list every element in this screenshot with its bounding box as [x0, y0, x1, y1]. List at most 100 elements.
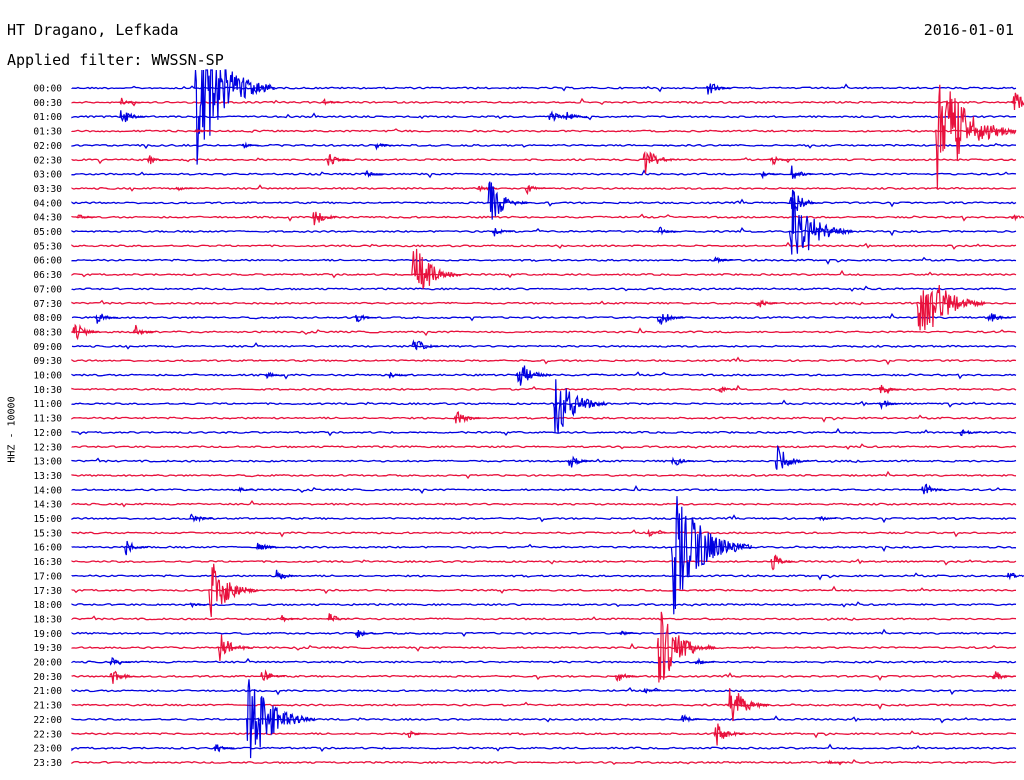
- seismic-event: [642, 688, 660, 694]
- seismic-event: [118, 97, 141, 106]
- seismic-event: [770, 554, 795, 571]
- time-tick-label: 19:30: [33, 643, 62, 654]
- time-tick-label: 18:00: [33, 600, 62, 611]
- seismic-event: [189, 602, 207, 609]
- time-tick-label: 01:30: [33, 127, 62, 138]
- trace-line: [71, 241, 1017, 250]
- seismic-event: [255, 542, 279, 551]
- seismic-event: [774, 444, 810, 470]
- time-tick-label: 07:00: [33, 284, 62, 295]
- date-label: 2016-01-01: [923, 21, 1014, 39]
- seismic-event: [515, 365, 551, 386]
- trace-line: [71, 499, 1017, 508]
- seismic-event: [619, 630, 637, 636]
- seismic-event: [614, 673, 638, 683]
- trace-line: [71, 157, 1017, 165]
- time-tick-label: 02:00: [33, 141, 62, 152]
- time-tick-label: 10:00: [33, 371, 62, 382]
- time-tick-label: 08:00: [33, 313, 62, 324]
- time-tick-label: 12:00: [33, 428, 62, 439]
- seismic-event: [326, 153, 350, 166]
- time-tick-label: 16:00: [33, 543, 62, 554]
- time-tick-label: 10:30: [33, 385, 62, 396]
- seismic-event: [642, 150, 675, 174]
- time-tick-label: 11:00: [33, 399, 62, 410]
- trace-line: [71, 601, 1017, 608]
- seismic-event: [208, 563, 259, 617]
- trace-line: [71, 427, 1017, 437]
- time-tick-label: 19:00: [33, 629, 62, 640]
- seismic-event: [755, 299, 778, 308]
- seismic-event: [217, 634, 253, 662]
- trace-line: [71, 256, 1017, 265]
- time-tick-label: 16:30: [33, 557, 62, 568]
- seismic-event: [670, 496, 752, 615]
- seismic-event: [680, 713, 702, 723]
- trace-line: [71, 572, 1017, 581]
- seismic-event: [1006, 572, 1024, 581]
- trace-line: [71, 657, 1017, 666]
- time-tick-label: 11:30: [33, 414, 62, 425]
- time-tick-label: 03:00: [33, 170, 62, 181]
- time-tick-label: 14:30: [33, 500, 62, 511]
- trace-line: [71, 198, 1017, 208]
- seismic-event: [189, 513, 213, 523]
- trace-line: [71, 342, 1017, 350]
- seismic-event: [878, 384, 901, 394]
- time-tick-label: 04:30: [33, 213, 62, 224]
- time-tick-label: 06:00: [33, 256, 62, 267]
- seismic-event: [552, 379, 608, 434]
- trace-line: [71, 485, 1017, 494]
- seismic-event: [406, 730, 427, 738]
- seismic-event: [279, 615, 299, 623]
- seismic-events: [71, 69, 1024, 765]
- filter-label: Applied filter: WWSSN-SP: [7, 51, 224, 69]
- time-tick-label: 13:00: [33, 457, 62, 468]
- trace-line: [71, 443, 1017, 450]
- trace-line: [71, 356, 1017, 366]
- seismic-event: [71, 323, 101, 341]
- seismic-event: [373, 142, 394, 151]
- seismic-event: [524, 184, 547, 196]
- time-tick-label: 18:30: [33, 614, 62, 625]
- trace-line: [71, 730, 1017, 739]
- time-tick-label: 21:30: [33, 701, 62, 712]
- seismic-event: [411, 339, 439, 351]
- trace-line: [71, 758, 1017, 766]
- seismic-event: [95, 313, 119, 324]
- time-tick-label: 03:30: [33, 184, 62, 195]
- trace-line: [71, 700, 1017, 710]
- seismic-event: [705, 83, 731, 95]
- trace-line: [71, 557, 1017, 566]
- seismic-event: [237, 486, 255, 494]
- seismic-event: [123, 540, 149, 556]
- seismic-event: [656, 226, 679, 236]
- seismic-event: [935, 84, 1017, 190]
- time-tick-label: 09:00: [33, 342, 62, 353]
- trace-line: [71, 269, 1017, 279]
- time-tick-label: 20:30: [33, 672, 62, 683]
- time-tick-label: 08:30: [33, 327, 62, 338]
- seismic-event: [713, 723, 744, 746]
- seismic-event: [246, 679, 316, 759]
- time-tick-label: 20:00: [33, 658, 62, 669]
- time-tick-label: 01:00: [33, 112, 62, 123]
- time-tick-label: 05:30: [33, 241, 62, 252]
- seismic-event: [788, 191, 853, 255]
- seismic-event: [364, 169, 385, 178]
- seismic-event: [76, 214, 96, 219]
- seismic-event: [321, 98, 341, 106]
- trace-line: [71, 142, 1017, 150]
- trace-line: [71, 399, 1017, 408]
- time-tick-label: 23:30: [33, 758, 62, 769]
- trace-line: [71, 384, 1017, 395]
- station-title: HT Dragano, Lefkada: [7, 21, 179, 39]
- seismic-event: [109, 670, 137, 684]
- seismic-event: [878, 399, 901, 411]
- trace-line: [71, 470, 1017, 480]
- time-tick-label: 22:00: [33, 715, 62, 726]
- seismic-event: [727, 688, 770, 722]
- time-tick-label: 21:00: [33, 686, 62, 697]
- time-tick-label: 04:00: [33, 198, 62, 209]
